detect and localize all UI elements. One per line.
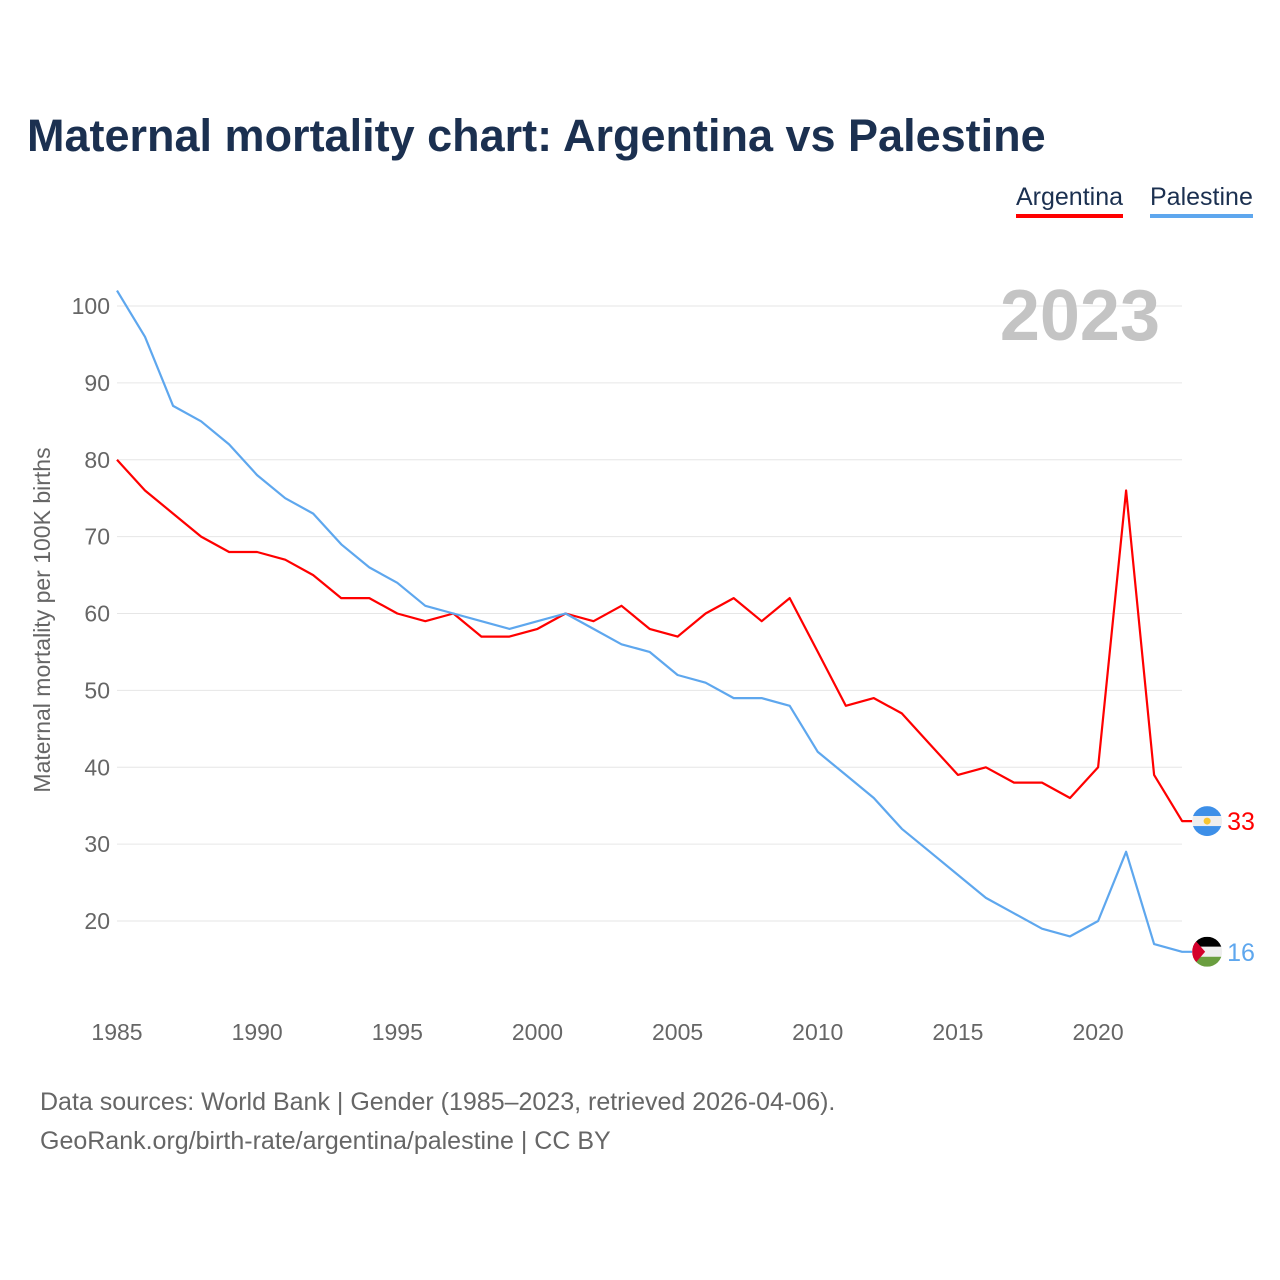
y-tick-label: 100	[72, 293, 110, 319]
y-tick-label: 60	[84, 601, 110, 627]
end-value-label-argentina: 33	[1227, 808, 1255, 836]
x-tick-label: 1995	[372, 1019, 423, 1045]
x-tick-label: 2005	[652, 1019, 703, 1045]
y-tick-label: 20	[84, 908, 110, 934]
argentina-flag-icon	[1192, 806, 1223, 837]
x-tick-label: 1985	[91, 1019, 142, 1045]
y-tick-label: 90	[84, 370, 110, 396]
end-value-label-palestine: 16	[1227, 939, 1255, 967]
series-line-palestine	[116, 290, 1193, 953]
footer-link[interactable]: GeoRank.org/birth-rate/argentina/palesti…	[40, 1127, 611, 1155]
legend-argentina[interactable]: Argentina	[1016, 183, 1124, 218]
x-tick-label: 1990	[232, 1019, 283, 1045]
line-chart: 20 30 40 50 60 70 80 90 100 1985 1990 1995 2000 2005 2…	[29, 276, 1255, 1045]
x-tick-label: 2010	[792, 1019, 843, 1045]
series-line-argentina	[116, 459, 1193, 823]
year-watermark: 2023	[1000, 276, 1160, 356]
x-tick-label: 2020	[1072, 1019, 1123, 1045]
legend-palestine[interactable]: Palestine	[1150, 183, 1253, 218]
footer-sources: Data sources: World Bank | Gender (1985–…	[40, 1088, 836, 1116]
chart-title: Maternal mortality chart: Argentina vs P…	[27, 110, 1046, 161]
x-tick-label: 2015	[932, 1019, 983, 1045]
x-tick-label: 2000	[512, 1019, 563, 1045]
y-axis-label: Maternal mortality per 100K births	[29, 447, 55, 792]
y-tick-label: 80	[84, 447, 110, 473]
y-tick-label: 30	[84, 831, 110, 857]
y-tick-label: 40	[84, 754, 110, 780]
y-tick-label: 70	[84, 524, 110, 550]
palestine-flag-icon	[1192, 936, 1223, 967]
y-tick-label: 50	[84, 677, 110, 703]
